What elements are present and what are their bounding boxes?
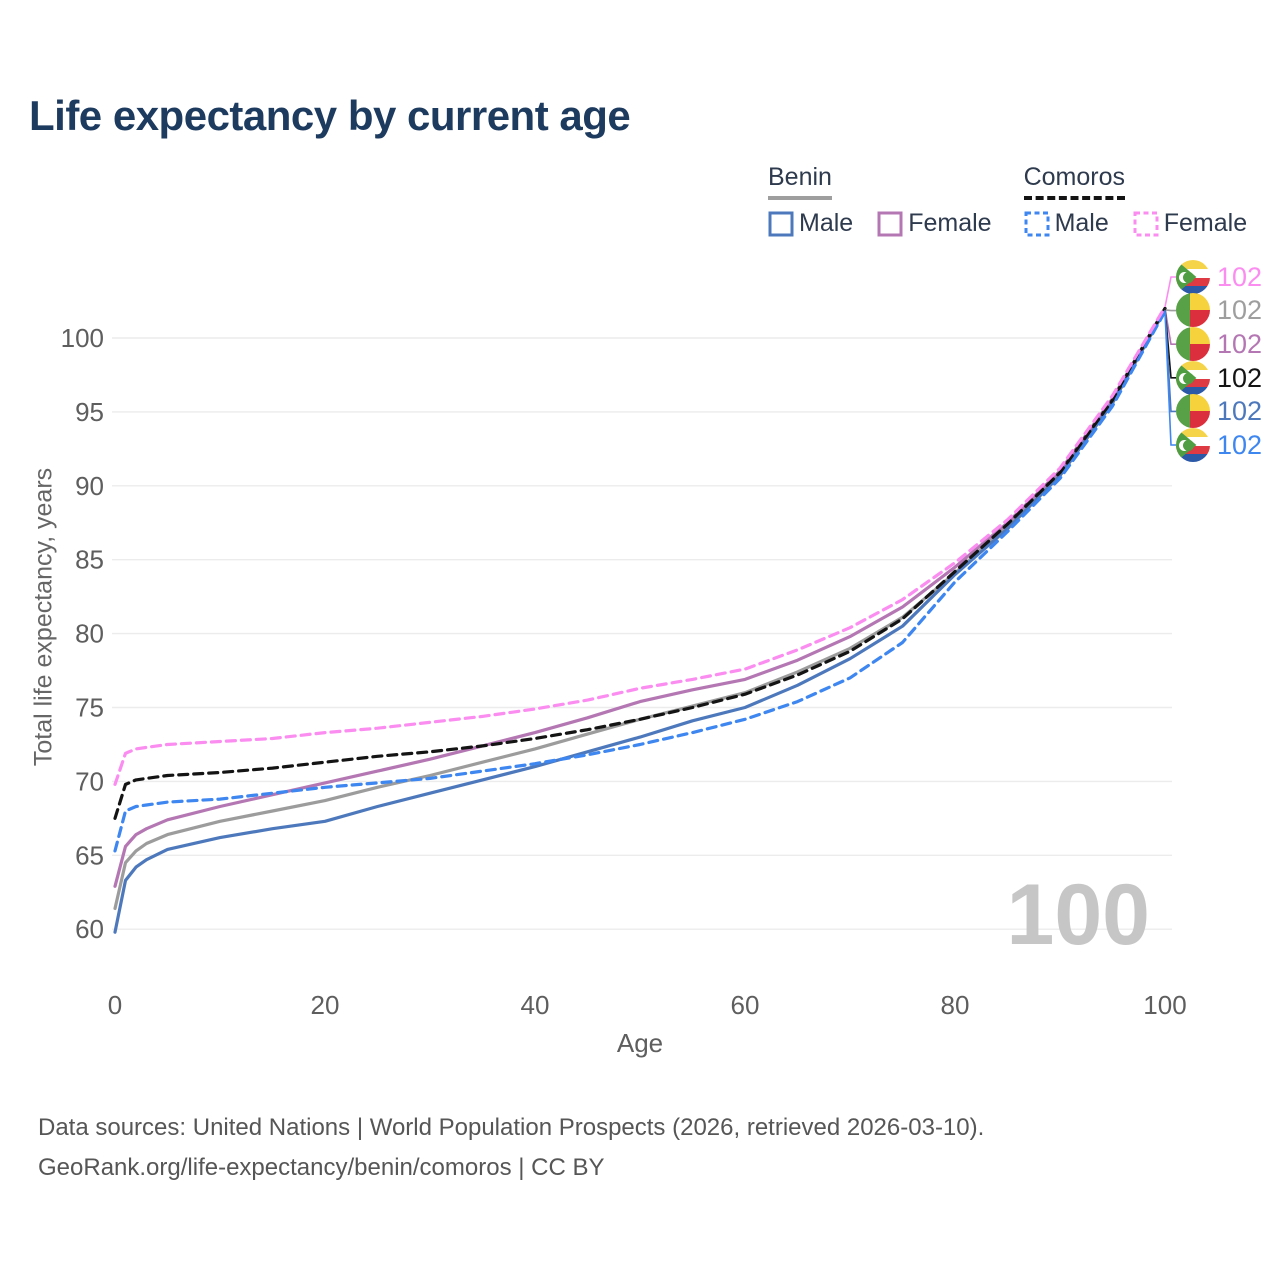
age-watermark: 100 — [1006, 867, 1151, 963]
endpoint-value: 102 — [1217, 328, 1263, 359]
y-tick-label: 60 — [75, 914, 104, 944]
y-axis-title: Total life expectancy, years — [29, 467, 58, 767]
endpoint-value: 102 — [1217, 261, 1263, 292]
benin-flag-icon — [1176, 327, 1210, 361]
endpoint-connector-benin_female — [1164, 308, 1176, 345]
legend-item-label: Male — [1054, 209, 1109, 237]
solid-line-swatch-icon — [768, 211, 794, 236]
legend-item-benin-male[interactable]: Male — [768, 209, 853, 238]
y-tick-label: 70 — [75, 766, 104, 796]
legend-item-label: Female — [908, 209, 992, 237]
legend-group-title-benin[interactable]: Benin — [768, 163, 832, 200]
series-line-comoros_male[interactable] — [113, 309, 1167, 853]
endpoint-value: 102 — [1217, 395, 1263, 426]
legend-item-comoros-female[interactable]: Female — [1133, 209, 1247, 238]
comoros-flag-icon — [1176, 361, 1210, 395]
x-tick-label: 0 — [108, 990, 122, 1020]
comoros-flag-icon — [1176, 428, 1210, 462]
endpoint-connector-comoros_female — [1164, 276, 1176, 308]
series-line-benin_female[interactable] — [113, 306, 1167, 888]
endpoint-label-benin-female: 102 — [1176, 327, 1262, 361]
endpoint-value: 102 — [1217, 294, 1263, 325]
y-tick-label: 80 — [75, 619, 104, 649]
endpoint-connector-comoros_male — [1164, 311, 1176, 446]
x-tick-label: 60 — [731, 990, 760, 1020]
endpoint-value: 102 — [1217, 362, 1263, 393]
benin-flag-icon — [1176, 394, 1210, 428]
footer: Data sources: United Nations | World Pop… — [38, 1108, 984, 1188]
attribution-link[interactable]: GeoRank.org/life-expectancy/benin/comoro… — [38, 1154, 605, 1181]
dashed-line-swatch-icon — [1133, 211, 1159, 236]
series-line-comoros_both[interactable] — [113, 306, 1167, 820]
solid-line-swatch-icon — [877, 211, 903, 236]
comoros-flag-icon — [1176, 260, 1210, 294]
legend-item-label: Female — [1163, 209, 1248, 237]
endpoint-label-comoros-female: 102 — [1176, 260, 1262, 294]
data-sources-line: Data sources: United Nations | World Pop… — [38, 1114, 985, 1141]
legend-item-label: Male — [799, 209, 854, 237]
legend-group-title-comoros[interactable]: Comoros — [1023, 163, 1125, 200]
y-tick-label: 85 — [75, 545, 104, 575]
endpoint-connector-benin_both — [1164, 309, 1176, 312]
dashed-line-swatch-icon — [1024, 211, 1050, 236]
series-line-comoros_female[interactable] — [113, 305, 1167, 787]
chart-legend: Benin Male Female Comoros Male — [768, 163, 1247, 238]
series-line-benin_male[interactable] — [113, 308, 1167, 934]
x-tick-label: 20 — [311, 990, 340, 1020]
endpoint-label-comoros-male: 102 — [1176, 428, 1262, 462]
legend-group-benin: Benin Male Female — [768, 163, 992, 238]
y-tick-label: 100 — [61, 323, 104, 353]
page-title: Life expectancy by current age — [29, 92, 631, 139]
y-tick-label: 90 — [75, 471, 104, 501]
y-tick-label: 65 — [75, 840, 104, 870]
endpoint-label-comoros-both: 102 — [1176, 361, 1262, 395]
x-tick-label: 40 — [521, 990, 550, 1020]
endpoint-value: 102 — [1217, 429, 1263, 460]
x-tick-label: 80 — [941, 990, 970, 1020]
benin-flag-icon — [1176, 293, 1210, 327]
legend-item-benin-female[interactable]: Female — [877, 209, 992, 238]
endpoint-label-benin-male: 102 — [1176, 394, 1262, 428]
legend-group-comoros: Comoros Male Female — [1023, 163, 1247, 238]
series-line-benin_both[interactable] — [113, 308, 1167, 911]
x-tick-label: 100 — [1143, 990, 1186, 1020]
endpoint-label-benin-both: 102 — [1176, 293, 1262, 327]
legend-item-comoros-male[interactable]: Male — [1024, 209, 1109, 238]
y-tick-label: 95 — [75, 397, 104, 427]
y-tick-label: 75 — [75, 693, 104, 723]
x-axis-title: Age — [616, 1028, 664, 1058]
